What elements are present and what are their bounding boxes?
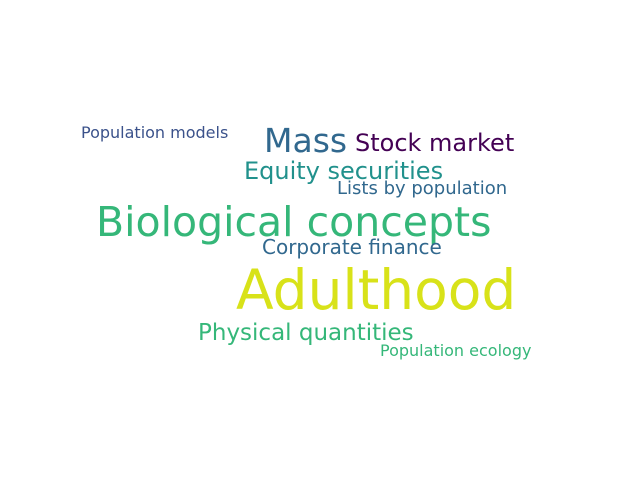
word-mass: Mass (264, 121, 348, 160)
word-stock-market: Stock market (355, 129, 515, 157)
word-population-models: Population models (81, 123, 229, 142)
word-physical-quantities: Physical quantities (198, 320, 414, 346)
word-adulthood: Adulthood (236, 258, 517, 322)
word-lists-by-population: Lists by population (337, 178, 508, 199)
word-equity-securities: Equity securities (244, 157, 444, 185)
word-population-ecology: Population ecology (380, 341, 532, 360)
word-biological-concepts: Biological concepts (96, 198, 492, 246)
word-corporate-finance: Corporate finance (262, 235, 442, 259)
